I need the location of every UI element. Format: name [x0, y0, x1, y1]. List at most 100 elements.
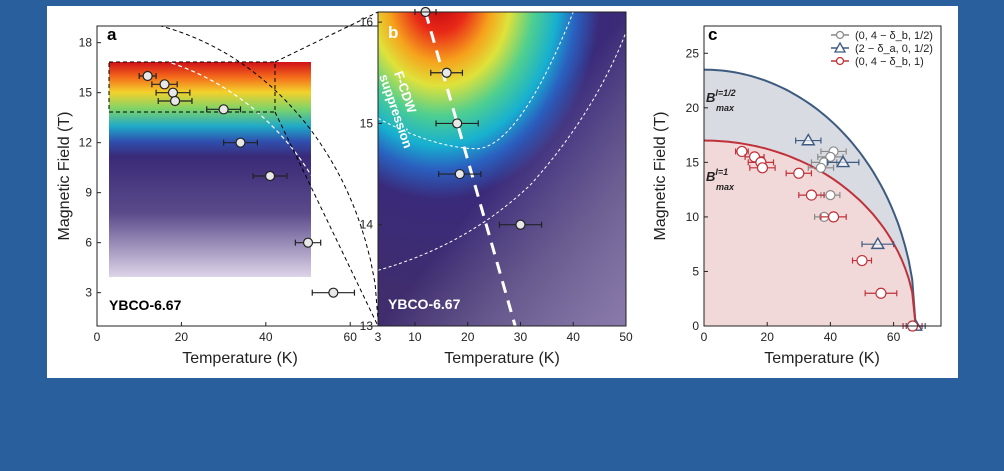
panel-b-point [515, 219, 526, 230]
panel-a-ytick-label: 6 [85, 236, 92, 250]
panel-c-ytick-label: 0 [692, 319, 699, 333]
lower-boundary-base: B [706, 169, 715, 184]
panel-a-ticks: 0 20 40 60 3 6 9 12 15 18 [79, 36, 358, 344]
panel-a-point [142, 70, 153, 82]
panel-a: 0 20 40 60 3 6 9 12 15 18 a YBCO-6.67 Temperature… [56, 25, 385, 367]
panel-b-label: b [388, 23, 398, 42]
panel-a-xtick-label: 60 [344, 330, 358, 344]
panel-a-ytick-label: 12 [79, 136, 93, 150]
panel-b-xtick-label: 40 [567, 330, 581, 344]
legend-marker [833, 41, 847, 53]
panel-a-label: a [107, 25, 117, 44]
panel-c-lower-boundary [704, 139, 917, 326]
panel-c-ytick-label: 25 [686, 46, 700, 60]
panel-b-heatmap-fade [378, 12, 626, 326]
panel-a-point [169, 95, 181, 107]
panel-a-ylabel: Magnetic Field (T) [56, 112, 73, 241]
panel-a-heatmap [109, 62, 311, 277]
legend-entry: (2 − δ_a, 0, 1/2) [855, 43, 933, 55]
figure-panel: 0 20 40 60 3 6 9 12 15 18 a YBCO-6.67 Temperature… [47, 6, 958, 378]
upper-boundary-base: B [706, 90, 715, 105]
panel-b-xtick-label: 20 [461, 330, 475, 344]
panel-c-series-1-point [870, 236, 886, 250]
panel-b-axes-frame [377, 11, 627, 327]
panel-c-xlabel: Temperature (K) [764, 350, 880, 367]
panel-c-series-1-point [835, 154, 851, 168]
panel-a-sample-label: YBCO-6.67 [109, 297, 182, 313]
panel-a-xlabel: Temperature (K) [182, 350, 298, 367]
panel-c-series-0-point [825, 189, 836, 201]
panel-c-points [734, 133, 926, 332]
panel-c-series-0-point [815, 162, 827, 173]
panel-a-point [328, 287, 339, 298]
panel-c-xtick-label: 20 [761, 330, 775, 344]
zoom-connector-top [274, 11, 379, 63]
panel-b-point [452, 118, 463, 129]
panel-b-xtick-label: 30 [514, 330, 528, 344]
legend-entry: (0, 4 − δ_b, 1/2) [855, 30, 933, 42]
panel-c-series-2-point [805, 189, 818, 201]
panel-c-ytick-label: 15 [686, 155, 700, 169]
panel-b-point [454, 168, 465, 180]
panel-c-upper-boundary-label: Bl=1/2 [706, 88, 736, 105]
panel-c-lower-boundary-label: Bl=1 [706, 167, 728, 184]
panel-c-series-1-point [801, 133, 816, 146]
panel-a-point [167, 87, 179, 98]
panel-a-xtick-label: 0 [94, 330, 101, 344]
panel-a-xtick-label: 40 [259, 330, 273, 344]
panel-a-point [159, 79, 170, 90]
panel-a-point [264, 170, 276, 182]
panel-b-ytick-label: 13 [360, 319, 374, 333]
panel-a-points [138, 70, 356, 298]
legend-entry: (0, 4 − δ_b, 1) [855, 56, 924, 68]
panel-c-series-2-point [875, 287, 887, 299]
panel-a-ytick-label: 18 [79, 36, 93, 50]
panel-b-ticks: 3 10 20 30 40 50 13 14 15 16 [360, 15, 633, 344]
panel-c-series-0-point [825, 151, 836, 163]
panel-b-xtick-label: 50 [619, 330, 633, 344]
lower-boundary-sup: l=1 [715, 167, 728, 177]
panel-c-ylabel: Magnetic Field (T) [652, 112, 669, 241]
panel-c-xtick-label: 0 [701, 330, 708, 344]
panel-c-ytick-label: 10 [686, 210, 700, 224]
panel-b-ytick-label: 16 [360, 15, 374, 29]
panel-a-zoom-box [108, 61, 276, 113]
panel-a-ytick-label: 15 [79, 86, 93, 100]
zoom-connector-bottom [274, 111, 379, 327]
panel-c-upper-boundary-sub: max [716, 103, 735, 113]
panel-b-xlabel: Temperature (K) [444, 350, 560, 367]
panel-c-label: c [708, 25, 717, 44]
panel-c-legend: (0, 4 − δ_b, 1/2)(2 − δ_a, 0, 1/2)(0, 4 … [831, 30, 933, 68]
panel-c-red-region [704, 140, 916, 326]
panel-b-xtick-label: 10 [408, 330, 422, 344]
panel-c-ytick-label: 20 [686, 101, 700, 115]
panel-c-series-2-point [736, 145, 748, 158]
figure-svg: 0 20 40 60 3 6 9 12 15 18 a YBCO-6.67 Temperature… [56, 6, 942, 367]
panel-a-point [235, 137, 246, 148]
panel-c-axes-frame [703, 25, 942, 327]
panel-b-suppression-line [424, 12, 517, 326]
panel-a-point [302, 237, 314, 248]
panel-c-ticks: 0 20 40 60 0 5 10 15 20 25 [686, 46, 901, 344]
panel-c-series-2-point [827, 211, 840, 223]
panel-b-ytick-label: 14 [360, 218, 374, 232]
panel-b-xtick-label: 3 [375, 330, 382, 344]
panel-c-series-2-point [756, 162, 769, 174]
legend-marker [835, 56, 845, 66]
panel-c-xtick-label: 40 [824, 330, 838, 344]
panel-b-outer-contour [378, 32, 626, 271]
panel-c-ytick-label: 5 [692, 264, 699, 278]
panel-b-sample-label: YBCO-6.67 [388, 296, 461, 312]
panel-c-lower-boundary-sub: max [716, 182, 735, 192]
panel-a-ytick-label: 9 [85, 186, 92, 200]
panel-b-point [441, 67, 452, 78]
panel-c-series-2-point [856, 254, 868, 267]
panel-b-ytick-label: 15 [360, 116, 374, 130]
panel-a-xtick-label: 20 [175, 330, 189, 344]
panel-a-point [218, 104, 229, 115]
panel-c-upper-boundary [704, 68, 917, 326]
panel-c-series-2-point [793, 167, 805, 179]
panel-a-black-dashed-curve [158, 26, 379, 326]
upper-boundary-sup: l=1/2 [715, 88, 735, 98]
